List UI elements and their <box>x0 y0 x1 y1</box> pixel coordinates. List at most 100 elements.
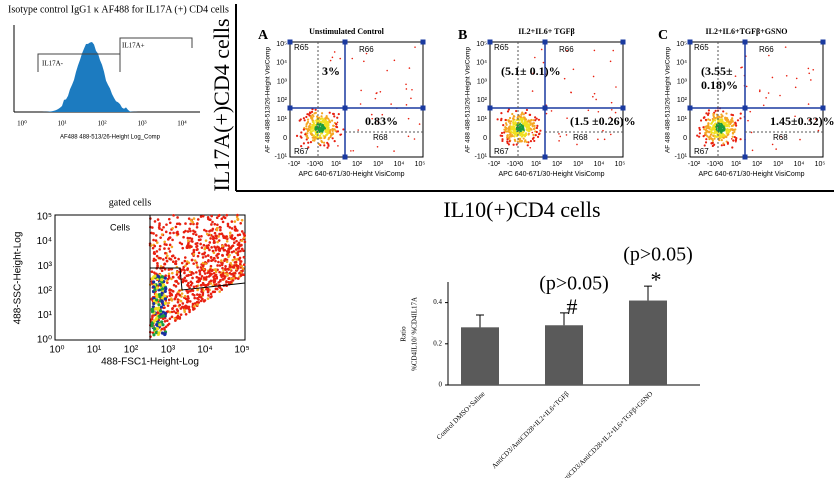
event-dot <box>232 276 235 280</box>
event-dot <box>817 129 820 132</box>
y-axis-label: %CD4IL10/ %CD4IL17A <box>411 297 419 371</box>
event-dot <box>320 112 324 115</box>
event-dot <box>502 124 505 127</box>
region-label: R66 <box>559 45 574 54</box>
event-dot <box>197 251 201 255</box>
event-dot <box>726 119 729 122</box>
event-dot <box>204 255 208 258</box>
event-dot <box>512 143 515 146</box>
event-dot <box>174 225 178 229</box>
event-dot <box>170 254 174 258</box>
event-dot <box>206 297 210 300</box>
event-dot <box>175 280 179 283</box>
event-dot <box>154 292 158 297</box>
x-tick-label: AntiCD3/AntiCD28+IL2+IL6+TGFβ <box>490 390 571 471</box>
y-axis-label: AF 488 488-513/26-Height VisiComp <box>665 47 672 153</box>
event-dot <box>339 57 342 60</box>
event-dot <box>501 134 504 138</box>
event-dot <box>336 116 339 119</box>
event-dot <box>514 139 517 142</box>
event-dot <box>313 138 316 141</box>
event-dot <box>201 214 205 218</box>
event-dot <box>233 241 236 245</box>
event-dot <box>185 279 188 283</box>
event-dot <box>534 116 537 119</box>
event-dot <box>164 325 168 329</box>
event-dot <box>304 133 307 136</box>
event-dot <box>566 49 568 52</box>
event-dot <box>212 271 216 275</box>
event-dot <box>242 236 246 239</box>
event-dot <box>224 244 228 247</box>
event-dot <box>206 289 210 293</box>
event-dot <box>184 264 187 267</box>
event-dot <box>164 256 168 260</box>
event-dot <box>222 248 226 252</box>
event-dot <box>183 294 187 298</box>
event-dot <box>525 128 528 131</box>
event-dot <box>172 304 176 308</box>
event-dot <box>208 241 212 244</box>
event-dot <box>732 139 735 142</box>
event-dot <box>195 271 198 274</box>
event-dot <box>206 283 210 286</box>
y-tick-label: 10¹ <box>677 116 688 123</box>
x-tick-label: 10³ <box>573 161 584 168</box>
event-dot <box>193 296 196 300</box>
event-dot <box>715 125 718 128</box>
event-dot <box>418 123 421 125</box>
event-dot <box>709 135 712 138</box>
event-dot <box>154 239 158 242</box>
event-dot <box>703 144 706 147</box>
event-dot <box>718 138 721 142</box>
event-dot <box>759 89 761 91</box>
error-bar <box>476 314 484 328</box>
event-dot <box>216 245 219 249</box>
event-dot <box>163 301 168 306</box>
x-tick-label: -10¹0 <box>307 161 323 168</box>
event-dot <box>609 60 612 63</box>
x-tick-label: -10² <box>288 161 301 168</box>
event-dot <box>196 288 199 292</box>
quadrant-handle <box>487 105 493 111</box>
event-dot <box>155 316 159 320</box>
event-dot <box>505 123 508 126</box>
event-dot <box>152 327 157 331</box>
x-tick-label: 10⁰ <box>17 120 27 128</box>
event-dot <box>306 118 310 121</box>
event-dot <box>186 239 190 243</box>
event-dot <box>615 86 617 88</box>
event-dot <box>163 332 167 336</box>
event-dot <box>188 227 191 231</box>
y-tick-label: 10² <box>38 285 53 296</box>
event-dot <box>342 128 345 131</box>
event-dot <box>706 135 709 138</box>
x-tick-label: -10² <box>688 161 701 168</box>
event-dot <box>727 133 730 136</box>
event-dot <box>595 98 597 101</box>
event-dot <box>240 230 244 233</box>
event-dot <box>532 133 535 136</box>
panel-letter: B <box>458 28 467 43</box>
event-dot <box>204 262 207 266</box>
event-dot <box>211 220 214 224</box>
event-dot <box>357 129 360 131</box>
event-dot <box>710 128 714 131</box>
event-dot <box>190 271 194 274</box>
event-dot <box>150 277 154 281</box>
quadrant-handle <box>687 39 693 45</box>
event-dot <box>168 243 172 247</box>
event-dot <box>727 120 731 124</box>
event-dot <box>155 254 159 258</box>
quadrant-handle <box>742 39 748 45</box>
event-dot <box>300 144 303 148</box>
event-dot <box>525 123 528 126</box>
y-tick-label: 10⁴ <box>276 60 287 67</box>
event-dot <box>330 119 334 122</box>
y-tick-label: -10¹ <box>675 154 688 161</box>
event-dot <box>179 313 183 316</box>
event-dot <box>360 89 362 92</box>
event-dot <box>307 146 310 149</box>
event-dot <box>323 124 327 127</box>
event-dot <box>171 271 174 275</box>
